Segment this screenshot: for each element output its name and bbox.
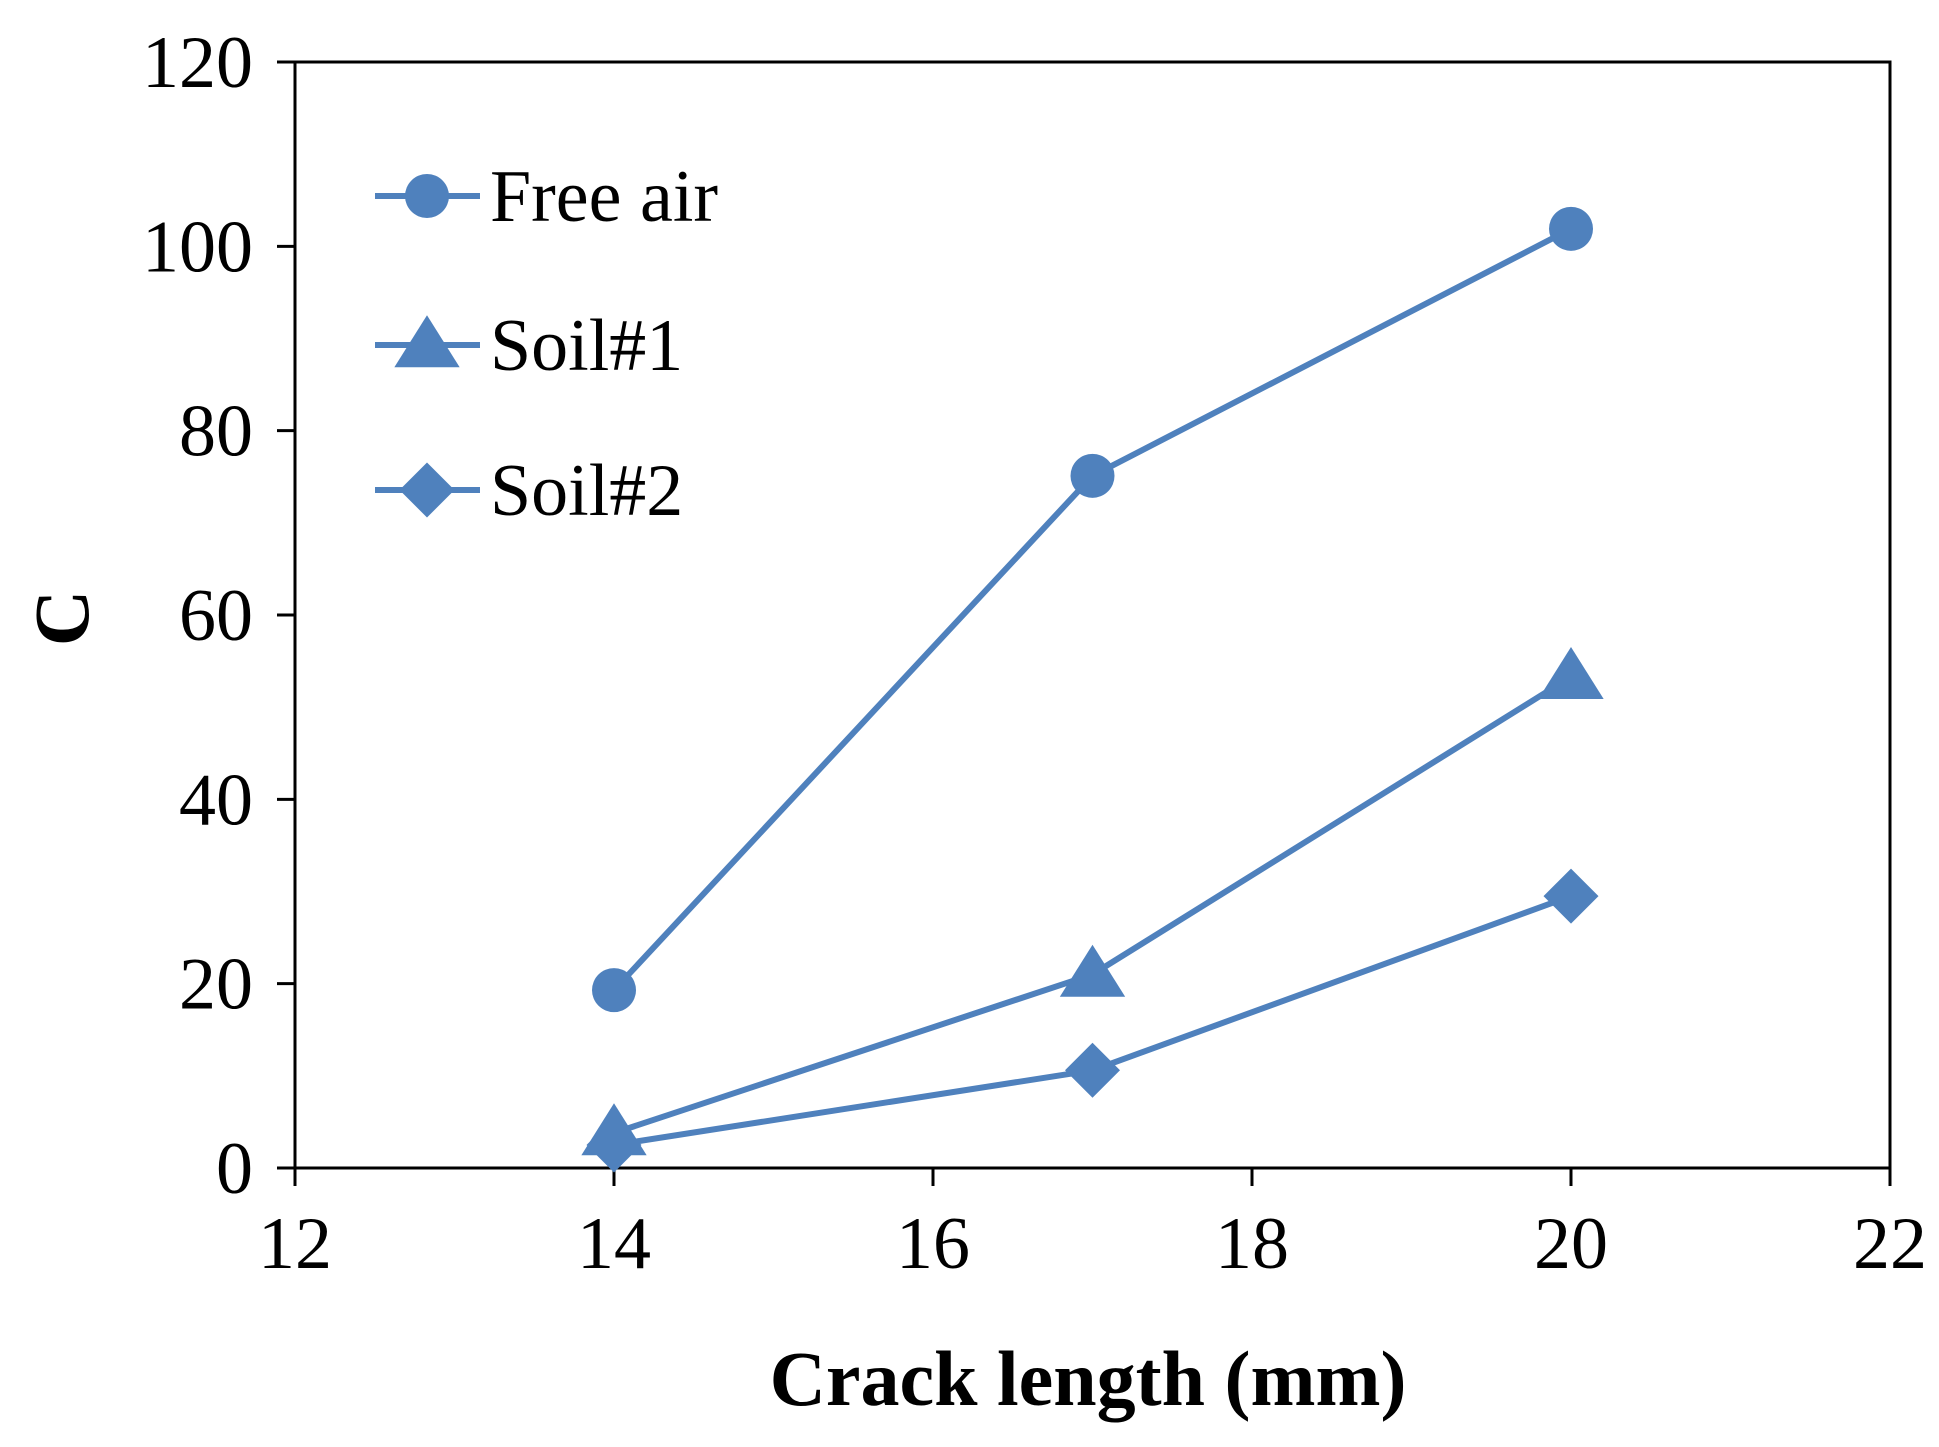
y-tick-label: 120 <box>142 22 253 104</box>
y-tick-label: 100 <box>142 206 253 288</box>
legend-item: Soil#2 <box>375 450 683 532</box>
series-free-air <box>592 206 1593 1013</box>
y-axis: 0 20 40 60 80 100 120 <box>142 22 295 1210</box>
legend-label: Soil#1 <box>490 305 683 387</box>
legend-label: Free air <box>490 156 718 238</box>
data-point-diamond <box>586 1117 642 1173</box>
legend-marker-circle <box>405 174 449 218</box>
legend-marker-triangle <box>394 315 460 368</box>
y-tick-label: 60 <box>179 575 253 657</box>
x-tick-label: 18 <box>1215 1203 1289 1285</box>
x-tick-label: 14 <box>577 1203 651 1285</box>
series-layer <box>581 206 1604 1173</box>
legend-label: Soil#2 <box>490 450 683 532</box>
legend-item: Soil#1 <box>375 305 683 387</box>
y-tick-label: 40 <box>179 759 253 841</box>
data-point-diamond <box>1543 868 1599 924</box>
y-tick-label: 80 <box>179 391 253 473</box>
y-axis-title: C <box>18 590 105 646</box>
series-soil-2 <box>586 868 1599 1173</box>
legend-item: Free air <box>375 156 718 238</box>
y-tick-label: 0 <box>216 1128 253 1210</box>
data-point-diamond <box>1065 1042 1120 1098</box>
data-point-circle <box>1549 206 1593 251</box>
series-line <box>613 893 1573 1148</box>
x-axis-title: Crack length (mm) <box>770 1335 1407 1422</box>
x-tick-label: 12 <box>258 1203 332 1285</box>
legend-marker-diamond <box>399 462 455 518</box>
x-tick-label: 20 <box>1534 1203 1608 1285</box>
series-line <box>611 226 1573 993</box>
legend: Free air Soil#1 Soil#2 <box>375 156 718 532</box>
x-tick-label: 22 <box>1853 1203 1927 1285</box>
data-point-circle <box>1070 453 1115 498</box>
data-point-circle <box>592 968 636 1013</box>
y-tick-label: 20 <box>179 944 253 1026</box>
x-tick-label: 16 <box>896 1203 970 1285</box>
x-axis: 12 14 16 18 20 22 <box>258 1168 1927 1285</box>
data-point-triangle <box>1538 647 1604 700</box>
data-point-triangle <box>1059 944 1126 997</box>
